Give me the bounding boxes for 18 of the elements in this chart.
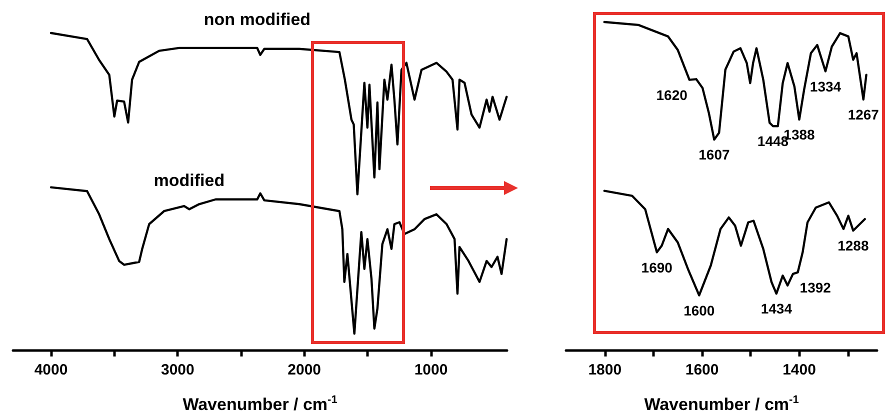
- series-label: non modified: [204, 10, 311, 29]
- annotation: 1288: [838, 238, 869, 254]
- annotation: 1392: [800, 279, 832, 296]
- x-tick-label: 1000: [414, 362, 448, 378]
- x-tick-label: 4000: [34, 362, 68, 378]
- annotation: 1607: [698, 146, 730, 163]
- annotation: 1600: [684, 302, 715, 318]
- series-label: modified: [154, 171, 225, 190]
- x-tick-label: 1400: [782, 362, 816, 378]
- x-tick-label: 2000: [288, 362, 322, 378]
- annotation: 1334: [810, 78, 842, 94]
- annotation: 1620: [656, 86, 688, 103]
- annotation: 1690: [641, 259, 673, 276]
- annotation: 1434: [760, 300, 792, 317]
- annotation: 1267: [848, 106, 880, 123]
- x-tick-label: 3000: [160, 362, 194, 378]
- x-tick-label: 1800: [588, 362, 622, 378]
- x-tick-label: 1600: [685, 362, 719, 378]
